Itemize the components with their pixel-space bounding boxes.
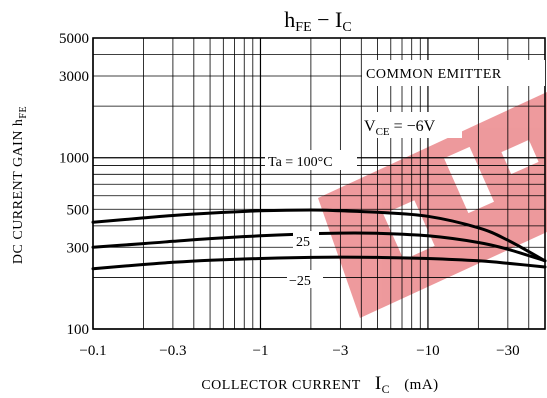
x-tick-labels: −0.1 −0.3 −1 −3 −10 −30 (79, 343, 519, 359)
y-axis-label: DC CURRENT GAIN hFE (11, 106, 29, 264)
series-label-25c: 25 (296, 235, 310, 250)
x-tick-label: −0.3 (159, 343, 186, 359)
series-line-2 (91, 255, 547, 271)
x-axis-label: COLLECTOR CURRENT IC (mA) (201, 373, 438, 396)
series-line-0 (91, 208, 547, 263)
y-tick-label: 100 (67, 322, 90, 338)
x-tick-label: −1 (252, 343, 268, 359)
y-tick-labels: 100 300 500 1000 3000 5000 (59, 31, 89, 338)
x-tick-label: −0.1 (79, 343, 106, 359)
curves (91, 208, 547, 271)
series-label-bg-100 (265, 150, 357, 170)
y-tick-label: 1000 (59, 151, 89, 167)
common-emitter-label: COMMON EMITTER (366, 67, 502, 82)
series-line-1 (91, 231, 547, 263)
x-tick-label: −30 (496, 343, 519, 359)
y-tick-label: 5000 (59, 31, 89, 47)
y-tick-label: 3000 (59, 69, 89, 85)
chart-title: hFE − IC (284, 7, 351, 35)
y-tick-label: 500 (67, 202, 90, 218)
x-tick-label: −3 (332, 343, 348, 359)
series-label-bg-25 (293, 231, 319, 249)
plot-frame (92, 37, 546, 330)
series-label-bg-m25 (287, 270, 323, 288)
vce-label: VCE = −6V (364, 118, 436, 138)
annotation-bg (362, 60, 545, 86)
vce-bg (362, 112, 462, 138)
series-label-minus25c: −25 (289, 274, 311, 289)
y-tick-label: 300 (67, 240, 90, 256)
x-tick-label: −10 (416, 343, 439, 359)
series-label-100c: Ta = 100°C (268, 155, 333, 170)
